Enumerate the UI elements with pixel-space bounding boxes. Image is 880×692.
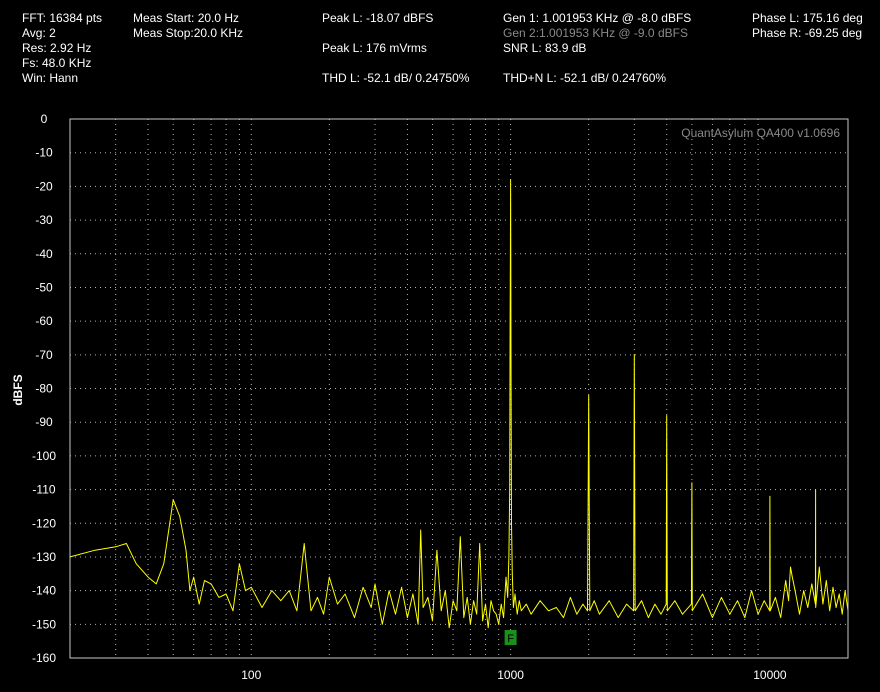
phase-left: Phase L: 175.16 deg (752, 11, 863, 25)
y-tick-label: -40 (35, 247, 53, 261)
watermark: QuantAsylum QA400 v1.0696 (681, 126, 840, 140)
y-tick-label: -50 (35, 280, 53, 294)
chart-grid (70, 119, 848, 658)
phase-right: Phase R: -69.25 deg (752, 26, 863, 40)
y-tick-label: -150 (32, 617, 56, 631)
y-tick-label: -80 (35, 382, 53, 396)
meas-start: Meas Start: 20.0 Hz (133, 11, 240, 25)
y-tick-label: -10 (35, 146, 53, 160)
fundamental-marker: F (504, 630, 517, 645)
spectrum-trace (69, 179, 849, 629)
y-axis-label: dBFS (11, 374, 25, 405)
y-tick-label: -110 (32, 483, 55, 497)
y-tick-label: -30 (35, 213, 53, 227)
window-type: Win: Hann (22, 71, 79, 85)
gen2-readout: Gen 2:1.001953 KHz @ -9.0 dBFS (503, 26, 688, 40)
thd-readout: THD L: -52.1 dB/ 0.24750% (322, 71, 470, 85)
gen1-readout: Gen 1: 1.001953 KHz @ -8.0 dBFS (503, 11, 692, 25)
peak-mvrms: Peak L: 176 mVrms (322, 41, 427, 55)
y-tick-label: -60 (35, 314, 53, 328)
average-count: Avg: 2 (22, 26, 56, 40)
measurement-range: Meas Start: 20.0 Hz Meas Stop:20.0 KHz (133, 11, 243, 41)
x-tick-label: 1000 (497, 668, 524, 682)
y-tick-label: -90 (35, 415, 53, 429)
y-tick-label: -70 (35, 348, 53, 362)
fft-settings: FFT: 16384 pts Avg: 2 Res: 2.92 Hz Fs: 4… (22, 11, 102, 86)
plot-frame (69, 118, 849, 659)
thdn-readout: THD+N L: -52.1 dB/ 0.24760% (503, 71, 667, 85)
x-tick-label: 100 (241, 668, 261, 682)
y-tick-label: -140 (32, 584, 56, 598)
series-line (69, 179, 849, 629)
x-tick-labels: 100 1000 10000 (241, 668, 787, 682)
meas-stop: Meas Stop:20.0 KHz (133, 26, 244, 40)
y-tick-label: -120 (32, 516, 56, 530)
y-tick-label: -130 (32, 550, 56, 564)
y-tick-label: 0 (41, 112, 48, 126)
y-tick-label: -160 (32, 651, 56, 665)
fft-size: FFT: 16384 pts (22, 11, 103, 25)
y-tick-label: -20 (35, 179, 53, 193)
x-tick-label: 10000 (753, 668, 787, 682)
peak-dbfs: Peak L: -18.07 dBFS (322, 11, 434, 25)
resolution: Res: 2.92 Hz (22, 41, 92, 55)
y-tick-labels: 0 -10 -20 -30 -40 -50 -60 -70 -80 -90 -100 -110 -120… (32, 112, 56, 665)
y-tick-label: -100 (32, 449, 56, 463)
fundamental-marker-label: F (507, 633, 514, 645)
snr-readout: SNR L: 83.9 dB (503, 41, 587, 55)
fundamental-marker-box (504, 630, 517, 645)
sample-rate: Fs: 48.0 KHz (22, 56, 92, 70)
